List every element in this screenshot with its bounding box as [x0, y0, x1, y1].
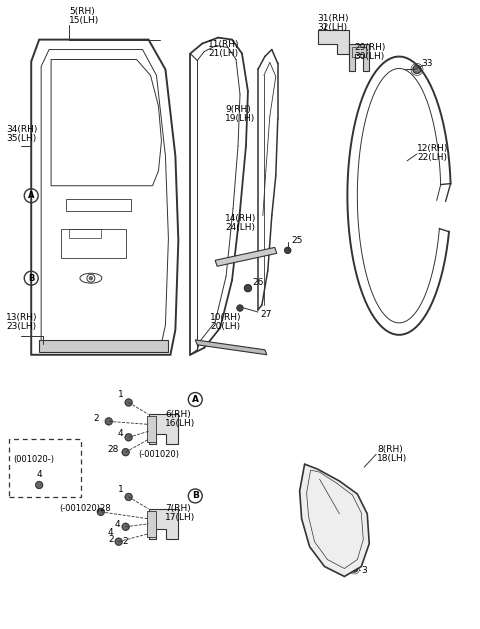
- Circle shape: [244, 285, 252, 292]
- Text: 5(RH): 5(RH): [69, 8, 95, 16]
- Circle shape: [413, 65, 421, 74]
- Polygon shape: [146, 416, 156, 442]
- Circle shape: [125, 434, 132, 441]
- Text: 7(RH): 7(RH): [166, 504, 191, 513]
- Circle shape: [97, 508, 104, 515]
- Circle shape: [285, 247, 291, 253]
- Text: 28: 28: [107, 445, 119, 454]
- Text: 22(LH): 22(LH): [417, 153, 447, 162]
- Text: 15(LH): 15(LH): [69, 16, 99, 25]
- Circle shape: [237, 305, 243, 311]
- Circle shape: [125, 494, 132, 501]
- Polygon shape: [148, 509, 179, 538]
- Polygon shape: [148, 415, 179, 444]
- Text: 20(LH): 20(LH): [210, 323, 240, 331]
- Text: 11(RH): 11(RH): [208, 40, 240, 49]
- Text: 14(RH): 14(RH): [225, 214, 256, 223]
- Text: 1: 1: [118, 486, 123, 494]
- Circle shape: [105, 418, 112, 425]
- Text: 30(LH): 30(LH): [354, 52, 384, 61]
- Text: 4: 4: [36, 470, 42, 479]
- Text: 29(RH): 29(RH): [354, 43, 386, 52]
- Circle shape: [115, 538, 122, 545]
- Text: 32(LH): 32(LH): [318, 23, 348, 32]
- Polygon shape: [318, 30, 349, 53]
- Text: 9(RH): 9(RH): [225, 104, 251, 114]
- Text: A: A: [28, 191, 35, 200]
- Polygon shape: [146, 511, 156, 537]
- Circle shape: [89, 277, 92, 280]
- Text: 8(RH): 8(RH): [377, 445, 403, 454]
- Polygon shape: [195, 340, 267, 355]
- Text: 6(RH): 6(RH): [166, 410, 191, 419]
- Circle shape: [125, 399, 132, 406]
- Text: 4: 4: [108, 528, 114, 537]
- Text: 35(LH): 35(LH): [6, 133, 36, 143]
- Text: 12(RH): 12(RH): [417, 145, 448, 153]
- Text: 23(LH): 23(LH): [6, 323, 36, 331]
- Text: 21(LH): 21(LH): [208, 49, 238, 58]
- Circle shape: [351, 565, 358, 572]
- Polygon shape: [349, 43, 369, 72]
- Polygon shape: [39, 340, 168, 352]
- Polygon shape: [215, 247, 277, 266]
- Text: 3: 3: [361, 566, 367, 575]
- Text: B: B: [28, 274, 35, 282]
- Text: A: A: [192, 395, 199, 404]
- Text: 4: 4: [118, 429, 123, 438]
- Polygon shape: [300, 464, 369, 576]
- Text: 27: 27: [260, 311, 271, 320]
- Circle shape: [122, 523, 129, 530]
- Text: 33: 33: [421, 59, 432, 68]
- Text: 2: 2: [108, 535, 114, 544]
- Text: 1: 1: [118, 390, 123, 399]
- Circle shape: [36, 482, 43, 489]
- Text: (-001020): (-001020): [139, 450, 180, 459]
- Text: 18(LH): 18(LH): [377, 454, 408, 463]
- Text: 17(LH): 17(LH): [166, 513, 196, 522]
- Text: B: B: [192, 491, 199, 501]
- Text: 2: 2: [93, 414, 99, 423]
- Text: 13(RH): 13(RH): [6, 313, 38, 323]
- Circle shape: [122, 448, 129, 455]
- Text: (-001020)28: (-001020)28: [59, 504, 111, 513]
- Text: 25: 25: [292, 236, 303, 245]
- Text: 34(RH): 34(RH): [6, 125, 38, 133]
- Text: 24(LH): 24(LH): [225, 223, 255, 232]
- Text: 4: 4: [115, 520, 120, 529]
- Text: (001020-): (001020-): [13, 455, 54, 464]
- Text: 16(LH): 16(LH): [166, 419, 196, 428]
- Text: 26: 26: [252, 277, 264, 287]
- Text: 10(RH): 10(RH): [210, 313, 241, 323]
- Text: 2: 2: [123, 537, 129, 546]
- Text: 19(LH): 19(LH): [225, 114, 255, 123]
- Text: 31(RH): 31(RH): [318, 14, 349, 23]
